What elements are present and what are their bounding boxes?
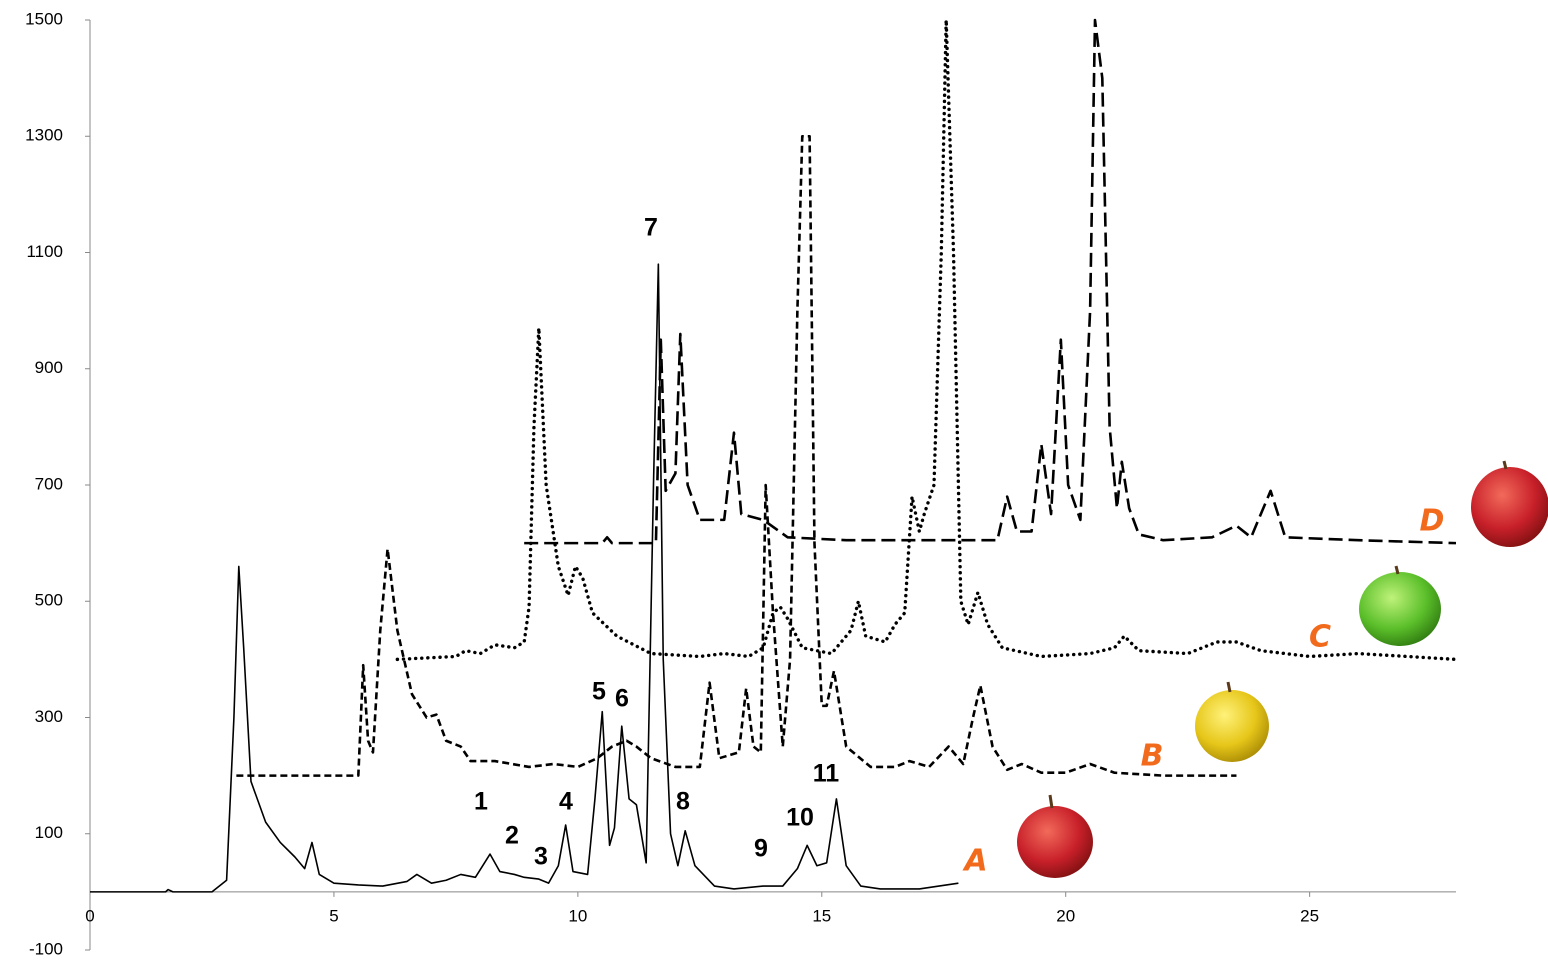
x-tick-label: 15 (812, 906, 831, 925)
apple-c (1359, 566, 1441, 646)
trace-label: C (1309, 620, 1331, 655)
y-tick-label: 1300 (25, 126, 63, 145)
peak-label: 2 (505, 822, 519, 850)
peak-label: 9 (754, 835, 768, 863)
y-tick-label: 1500 (25, 9, 63, 28)
apple-d (1471, 461, 1548, 547)
series-line (236, 136, 1236, 775)
peak-label: 4 (559, 788, 573, 816)
peak-label: 6 (615, 685, 629, 713)
peak-label: 8 (676, 788, 690, 816)
series-line (397, 20, 1456, 659)
x-tick-label: 5 (329, 906, 338, 925)
x-tick-label: 10 (568, 906, 587, 925)
peak-label: 7 (644, 214, 658, 242)
x-tick-label: 25 (1300, 906, 1319, 925)
series-line (524, 20, 1456, 543)
page: {"chart_data": {"type": "line", "xlim": … (0, 0, 1548, 961)
peak-label: 10 (786, 804, 814, 832)
trace-label: B (1141, 739, 1164, 774)
x-tick-label: 0 (85, 906, 94, 925)
y-tick-label: 1100 (26, 242, 63, 261)
apple-b (1195, 682, 1269, 762)
y-tick-label: -100 (29, 939, 63, 958)
peak-label: 1 (474, 788, 488, 816)
y-tick-label: 100 (35, 823, 63, 842)
series-line (90, 264, 958, 892)
apple-a (1017, 795, 1093, 878)
trace-label: D (1420, 504, 1445, 539)
peak-label: 11 (813, 760, 840, 788)
y-tick-label: 700 (35, 474, 63, 493)
x-tick-label: 20 (1056, 906, 1075, 925)
trace-label: A (962, 844, 987, 879)
y-tick-label: 300 (35, 707, 63, 726)
y-tick-label: 500 (35, 591, 63, 610)
peak-label: 3 (534, 843, 548, 871)
chart: -100100300500700900110013001500051015202… (0, 0, 1548, 961)
y-tick-label: 900 (35, 358, 63, 377)
peak-label: 5 (592, 678, 606, 706)
